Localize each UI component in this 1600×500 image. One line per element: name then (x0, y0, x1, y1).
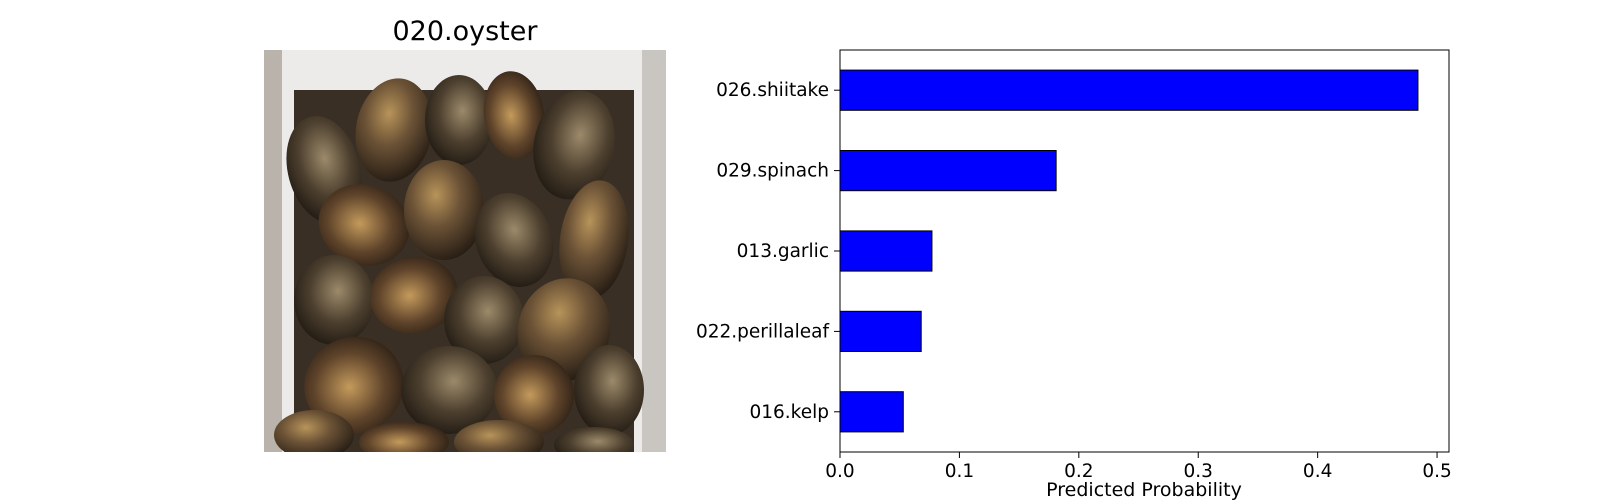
x-tick-label: 0.1 (945, 461, 974, 482)
x-tick-label: 0.3 (1184, 461, 1213, 482)
bar-kelp (839, 391, 904, 433)
bar-garlic (839, 230, 933, 272)
image-title: 020.oyster (392, 16, 538, 47)
x-tick-label: 0.0 (825, 461, 854, 482)
bar-spinach (839, 150, 1057, 192)
bar-perillaleaf (839, 310, 922, 352)
x-axis-label: Predicted Probability (1046, 479, 1242, 500)
x-tick-label: 0.2 (1064, 461, 1093, 482)
x-tick-label: 0.5 (1422, 461, 1451, 482)
x-tick-label: 0.4 (1303, 461, 1332, 482)
oyster-photo (264, 50, 666, 452)
y-tick-label: 029.spinach (716, 161, 829, 182)
y-tick-label: 026.shiitake (716, 80, 829, 101)
y-tick-label: 016.kelp (749, 402, 829, 423)
bar-shiitake (839, 69, 1419, 111)
y-tick-label: 022.perillaleaf (696, 321, 830, 342)
y-tick-label: 013.garlic (737, 241, 829, 262)
